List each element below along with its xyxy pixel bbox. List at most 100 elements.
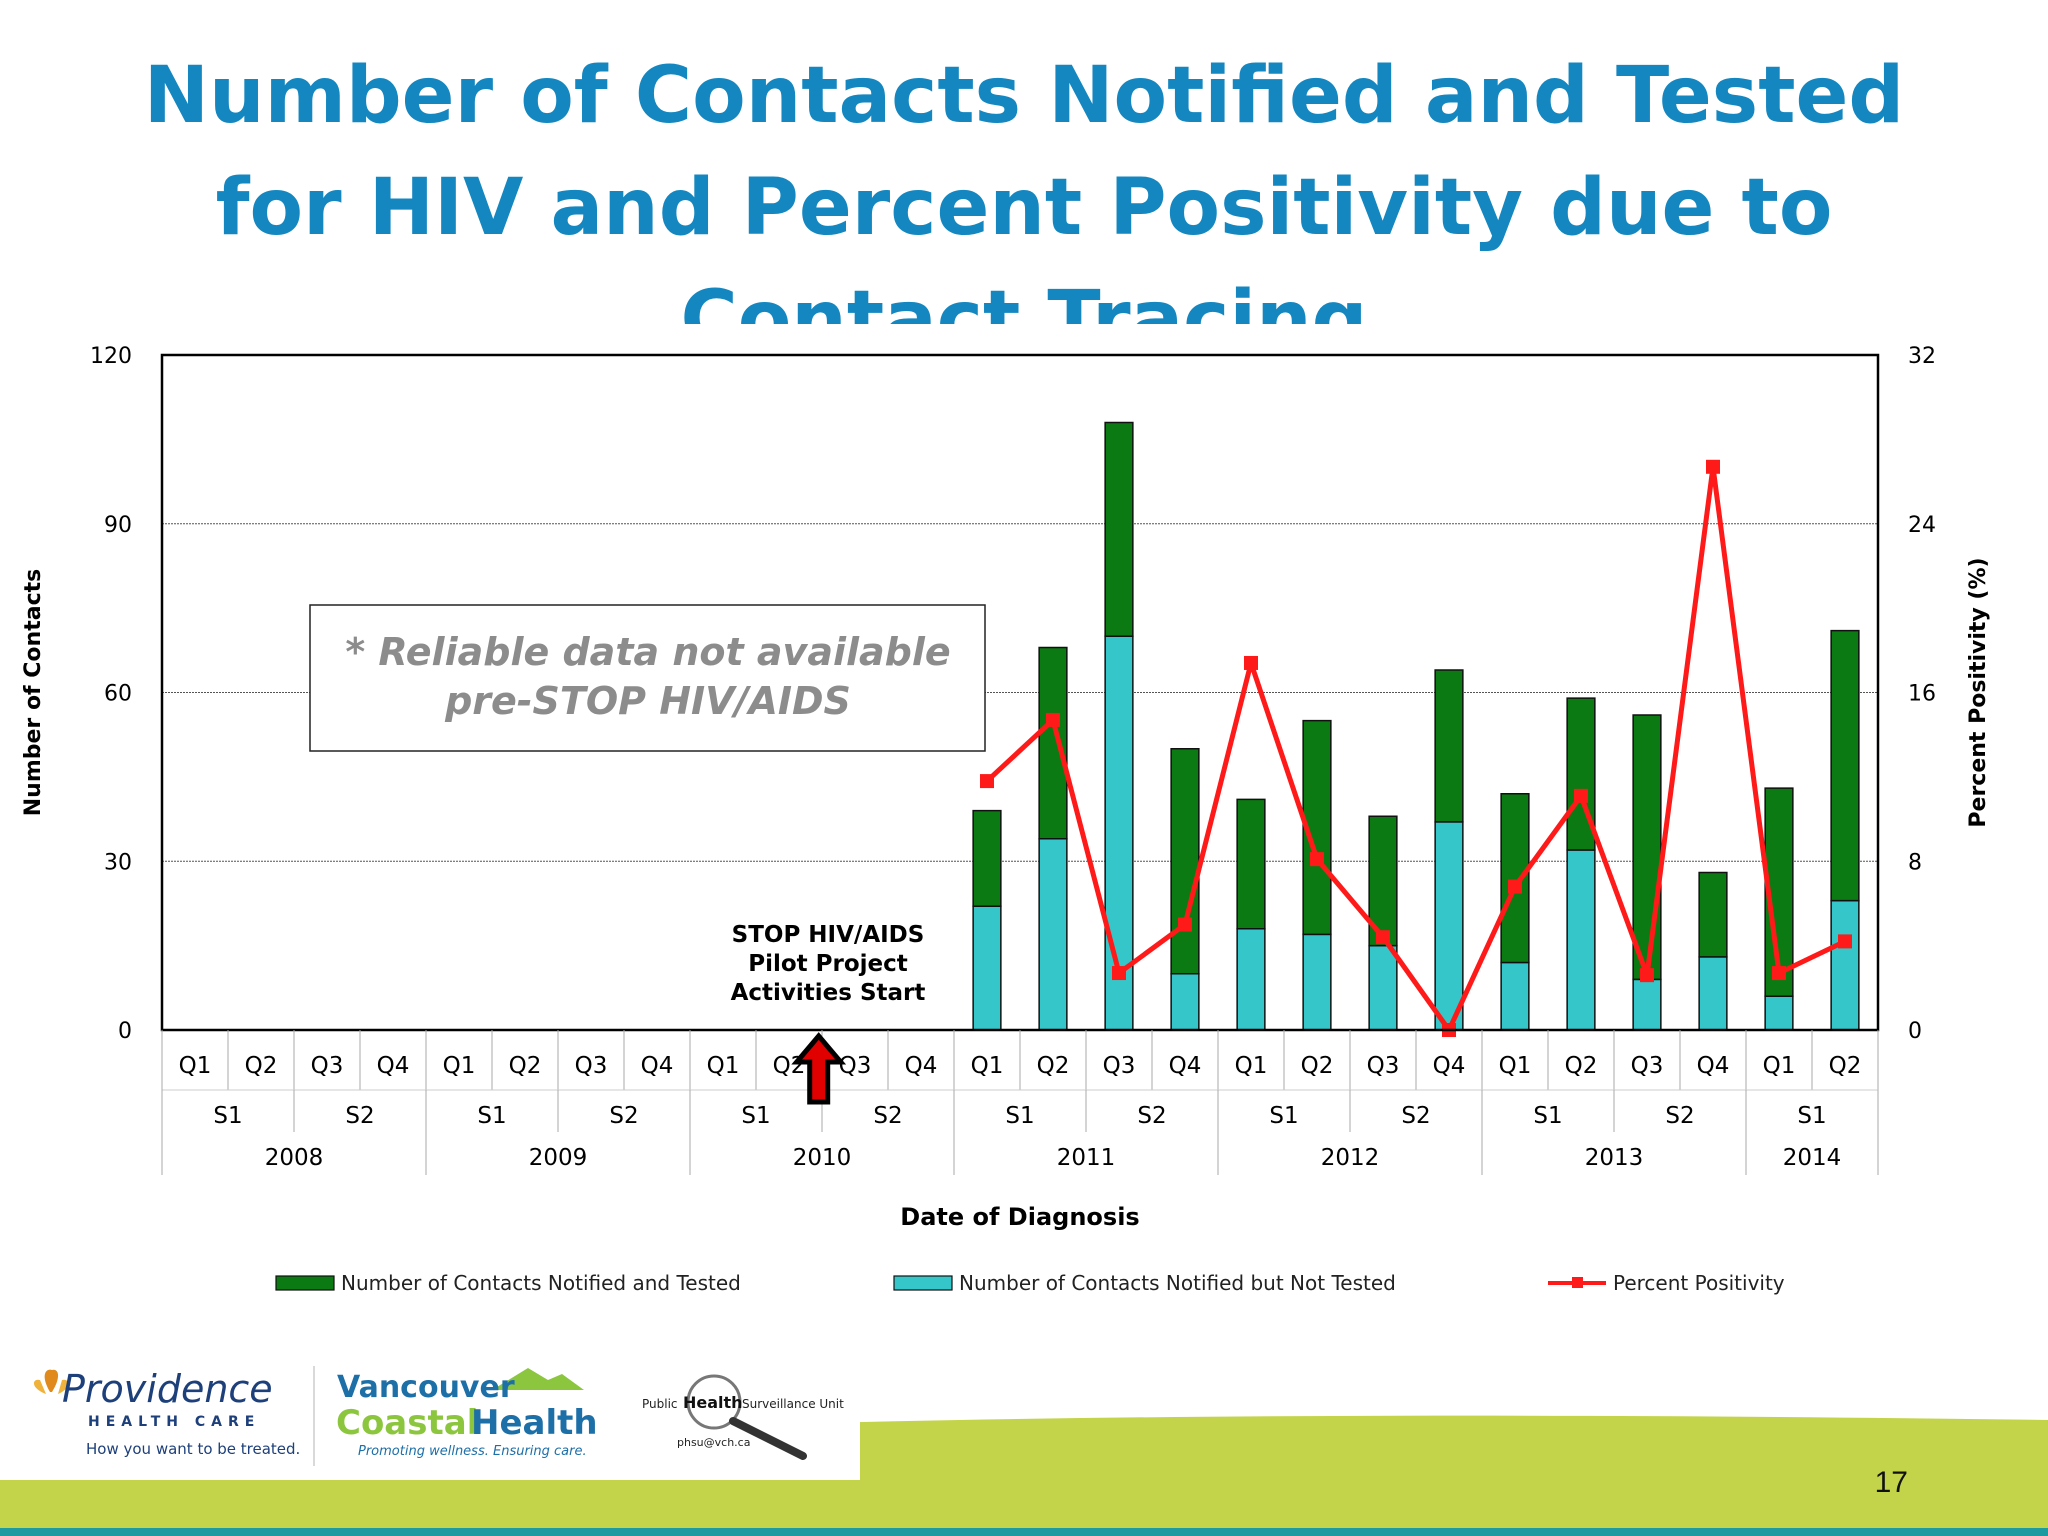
x-tick-label: Q3 bbox=[1103, 1053, 1136, 1079]
bar-not-tested bbox=[1698, 956, 1728, 1031]
x-tick-label: Q3 bbox=[1631, 1053, 1664, 1079]
year-label: 2008 bbox=[265, 1145, 324, 1171]
year-label: 2010 bbox=[793, 1145, 852, 1171]
x-tick-label: Q4 bbox=[377, 1053, 410, 1079]
legend-marker bbox=[1572, 1277, 1583, 1288]
bar-not-tested bbox=[1764, 995, 1794, 1031]
bar-tested bbox=[1830, 629, 1860, 902]
positivity-point bbox=[980, 774, 994, 789]
svg-text:Health: Health bbox=[683, 1393, 743, 1412]
bar-tested bbox=[1698, 871, 1728, 958]
y2-tick-label: 16 bbox=[1908, 682, 1936, 707]
x-tick-label: Q3 bbox=[839, 1053, 872, 1079]
semester-label: S1 bbox=[477, 1103, 506, 1129]
svg-text:phsu@vch.ca: phsu@vch.ca bbox=[677, 1436, 750, 1449]
y2-axis-title: Percent Positivity (%) bbox=[1966, 557, 1991, 827]
bar-not-tested bbox=[972, 905, 1002, 1031]
year-label: 2013 bbox=[1585, 1145, 1644, 1171]
positivity-point bbox=[1640, 968, 1654, 983]
x-tick-label: Q4 bbox=[905, 1053, 938, 1079]
x-tick-label: Q3 bbox=[575, 1053, 608, 1079]
bar-not-tested bbox=[1632, 978, 1662, 1031]
x-tick-label: Q4 bbox=[1697, 1053, 1730, 1079]
x-tick-label: Q1 bbox=[707, 1053, 740, 1079]
svg-text:Surveillance Unit: Surveillance Unit bbox=[742, 1397, 844, 1411]
arrow-label-3: Activities Start bbox=[731, 980, 926, 1006]
x-tick-label: Q3 bbox=[311, 1053, 344, 1079]
positivity-point bbox=[1244, 655, 1258, 670]
bar-not-tested bbox=[1038, 838, 1068, 1031]
y-tick-label: 60 bbox=[104, 682, 132, 707]
bar-tested bbox=[1632, 714, 1662, 981]
year-label: 2014 bbox=[1783, 1145, 1842, 1171]
arrow-annotation: STOP HIV/AIDS Pilot Project Activities S… bbox=[731, 922, 926, 1105]
bar-tested bbox=[1104, 421, 1134, 637]
svg-text:Public: Public bbox=[642, 1397, 678, 1411]
legend-swatch bbox=[893, 1275, 953, 1291]
phsu-logo: Public Health Surveillance Unit phsu@vch… bbox=[642, 1374, 844, 1460]
bar-not-tested bbox=[1434, 821, 1464, 1031]
svg-text:Coastal: Coastal bbox=[336, 1403, 478, 1443]
y-tick-label: 30 bbox=[104, 850, 132, 875]
semester-label: S2 bbox=[1401, 1103, 1430, 1129]
x-tick-label: Q2 bbox=[509, 1053, 542, 1079]
bar-not-tested bbox=[1500, 961, 1530, 1031]
svg-text:How you want to be treated.: How you want to be treated. bbox=[86, 1440, 300, 1458]
arrow-label-1: STOP HIV/AIDS bbox=[732, 922, 925, 948]
up-arrow-icon bbox=[791, 1032, 847, 1105]
legend-label: Percent Positivity bbox=[1613, 1271, 1785, 1295]
semester-label: S2 bbox=[1137, 1103, 1166, 1129]
y-tick-label: 120 bbox=[90, 344, 132, 369]
semester-label: S1 bbox=[213, 1103, 242, 1129]
legend-swatch bbox=[275, 1275, 335, 1291]
svg-text:HEALTH CARE: HEALTH CARE bbox=[88, 1414, 260, 1430]
x-tick-label: Q1 bbox=[971, 1053, 1004, 1079]
svg-text:Promoting wellness. Ensuring c: Promoting wellness. Ensuring care. bbox=[358, 1444, 587, 1459]
semester-label: S1 bbox=[1005, 1103, 1034, 1129]
positivity-point bbox=[1508, 879, 1522, 894]
axes: 0 0 30 8 60 16 90 24 120 32 bbox=[90, 344, 1936, 1044]
positivity-point bbox=[1772, 966, 1786, 981]
bar-not-tested bbox=[1170, 973, 1200, 1031]
note-line-2: pre-STOP HIV/AIDS bbox=[444, 679, 851, 723]
x-tick-label: Q2 bbox=[1301, 1053, 1334, 1079]
semester-label: S1 bbox=[1797, 1103, 1826, 1129]
positivity-point bbox=[1178, 917, 1192, 932]
bar-tested bbox=[1170, 748, 1200, 975]
x-tick-label: Q3 bbox=[1367, 1053, 1400, 1079]
x-axis-labels: Q1 Q2 Q3 Q4 Q1 Q2 Q3 Q4 Q1 Q2 Q3 Q4 Q1 Q2 Q3 Q4 Q1 Q2 Q3 Q4… bbox=[161, 1030, 1879, 1175]
bar-not-tested bbox=[1830, 899, 1860, 1031]
semester-label: S1 bbox=[741, 1103, 770, 1129]
svg-text:Vancouver: Vancouver bbox=[337, 1370, 515, 1405]
positivity-point bbox=[1838, 934, 1852, 949]
x-tick-label: Q1 bbox=[443, 1053, 476, 1079]
x-tick-label: Q2 bbox=[1565, 1053, 1598, 1079]
note-box: * Reliable data not available pre-STOP H… bbox=[309, 604, 986, 752]
positivity-point bbox=[1046, 712, 1060, 727]
y2-tick-label: 32 bbox=[1908, 344, 1936, 369]
page-number: 17 bbox=[1874, 1466, 1908, 1499]
semester-label: S2 bbox=[345, 1103, 374, 1129]
bar-tested bbox=[1434, 669, 1464, 823]
semester-label: S2 bbox=[609, 1103, 638, 1129]
providence-logo: Providence HEALTH CARE How you want to b… bbox=[33, 1367, 300, 1458]
x-axis-title: Date of Diagnosis bbox=[900, 1203, 1139, 1231]
positivity-point bbox=[1574, 788, 1588, 803]
vch-logo: Vancouver Coastal Health Promoting welln… bbox=[336, 1368, 598, 1459]
note-line-1: * Reliable data not available bbox=[345, 630, 950, 674]
y2-tick-label: 0 bbox=[1908, 1019, 1922, 1044]
bar-tested bbox=[1236, 798, 1266, 930]
slide-title: Number of Contacts Notified and Tested f… bbox=[143, 51, 1905, 324]
magnifier-icon bbox=[686, 1374, 742, 1430]
positivity-series-line bbox=[985, 464, 1847, 1033]
x-tick-label: Q1 bbox=[1235, 1053, 1268, 1079]
positivity-point bbox=[1706, 459, 1720, 474]
y2-tick-label: 8 bbox=[1908, 850, 1922, 875]
positivity-point bbox=[1112, 966, 1126, 981]
year-label: 2009 bbox=[529, 1145, 588, 1171]
legend: Number of Contacts Notified and Tested Nu… bbox=[275, 1271, 1785, 1295]
bar-not-tested bbox=[1368, 944, 1398, 1031]
x-tick-label: Q2 bbox=[1829, 1053, 1862, 1079]
partner-logos: Providence HEALTH CARE How you want to b… bbox=[0, 1330, 860, 1480]
